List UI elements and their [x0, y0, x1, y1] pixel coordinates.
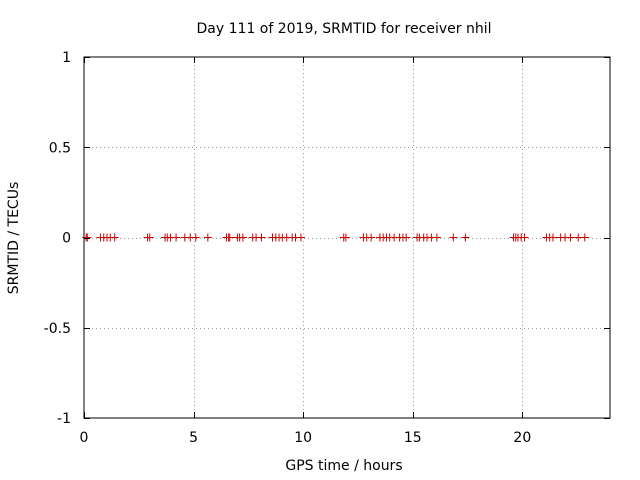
data-point: [461, 233, 470, 242]
data-point: [145, 233, 154, 242]
data-point: [449, 233, 458, 242]
chart-title: Day 111 of 2019, SRMTID for receiver nhi…: [197, 21, 492, 37]
data-point: [191, 233, 200, 242]
data-point: [432, 233, 441, 242]
axis-ticks: 0 5 10 15 20 -1 -0.5 0 0.5 1: [44, 50, 610, 446]
data-point: [367, 233, 376, 242]
data-point: [520, 233, 529, 242]
data-point: [83, 233, 92, 242]
data-point: [257, 233, 266, 242]
x-tick-label: 0: [80, 430, 89, 446]
data-point: [296, 233, 305, 242]
y-tick-label: 0: [62, 231, 71, 247]
x-tick-label: 5: [189, 430, 198, 446]
y-axis-label: SRMTID / TECUs: [6, 182, 22, 295]
data-point: [341, 233, 350, 242]
data-point: [566, 233, 575, 242]
x-tick-label: 20: [513, 430, 531, 446]
y-tick-label: -1: [57, 411, 71, 427]
y-tick-label: 0.5: [49, 140, 71, 156]
x-tick-label: 15: [404, 430, 422, 446]
y-tick-label: -0.5: [44, 321, 71, 337]
data-point: [549, 233, 558, 242]
data-point: [580, 233, 589, 242]
data-point: [172, 233, 181, 242]
y-tick-label: 1: [62, 50, 71, 66]
data-point: [225, 233, 234, 242]
plot-frame: [83, 56, 611, 419]
data-point: [203, 233, 212, 242]
data-point: [402, 233, 411, 242]
x-axis-label: GPS time / hours: [285, 458, 402, 474]
x-tick-label: 10: [294, 430, 312, 446]
data-point: [110, 233, 119, 242]
data-points: [82, 233, 589, 242]
data-point: [238, 233, 247, 242]
